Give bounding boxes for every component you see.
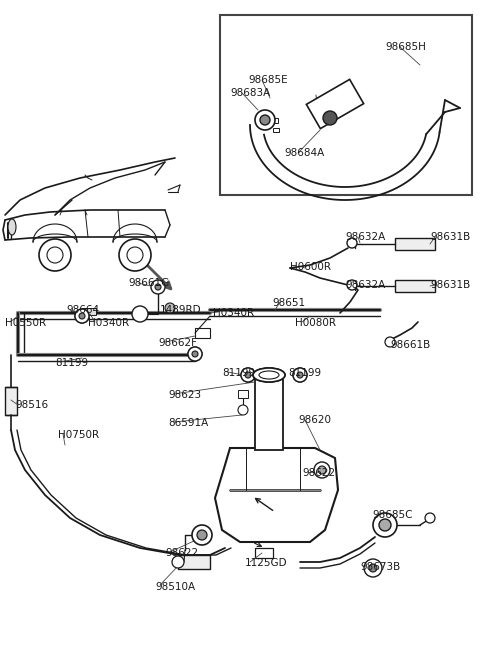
Circle shape [373, 513, 397, 537]
Circle shape [39, 239, 71, 271]
Circle shape [314, 462, 330, 478]
Text: H0750R: H0750R [58, 430, 99, 440]
Circle shape [75, 309, 89, 323]
Circle shape [192, 525, 212, 545]
Text: 98622: 98622 [302, 468, 335, 478]
Text: 81199: 81199 [222, 368, 255, 378]
Text: 1489RD: 1489RD [160, 305, 202, 315]
Text: H0080R: H0080R [295, 318, 336, 328]
Bar [270, 118, 278, 123]
Text: 98632A: 98632A [345, 232, 385, 242]
Bar [195, 328, 210, 338]
Circle shape [155, 284, 161, 290]
Text: 86591A: 86591A [168, 418, 208, 428]
Text: H0550R: H0550R [5, 318, 46, 328]
Circle shape [369, 564, 377, 572]
Text: 81199: 81199 [55, 358, 88, 368]
Bar [220, 15, 472, 195]
Circle shape [297, 372, 303, 378]
Text: 98631B: 98631B [430, 280, 470, 290]
Bar [5, 387, 17, 415]
Text: 98684A: 98684A [284, 148, 324, 158]
Circle shape [151, 280, 165, 294]
Circle shape [238, 405, 248, 415]
Circle shape [347, 238, 357, 248]
Text: 81199: 81199 [288, 368, 321, 378]
Circle shape [323, 111, 337, 125]
Circle shape [197, 530, 207, 540]
Text: H0340R: H0340R [88, 318, 129, 328]
Text: 98632A: 98632A [345, 280, 385, 290]
Bar [255, 375, 283, 450]
Circle shape [293, 368, 307, 382]
Circle shape [379, 519, 391, 531]
Text: 98664: 98664 [66, 305, 99, 315]
Text: 98661G: 98661G [128, 278, 169, 288]
Circle shape [293, 368, 307, 382]
Circle shape [241, 368, 255, 382]
Text: 98620: 98620 [298, 415, 331, 425]
Circle shape [241, 368, 255, 382]
Bar [395, 280, 435, 292]
Text: 98685H: 98685H [385, 42, 426, 52]
Text: 98651: 98651 [272, 298, 305, 308]
Circle shape [364, 559, 382, 577]
Text: 98662F: 98662F [158, 338, 197, 348]
Text: 98685C: 98685C [372, 510, 412, 520]
Text: H0600R: H0600R [290, 262, 331, 272]
Bar [255, 548, 273, 558]
Circle shape [75, 309, 89, 323]
Circle shape [318, 466, 326, 474]
Circle shape [385, 337, 395, 347]
Text: 98516: 98516 [15, 400, 48, 410]
Circle shape [188, 347, 202, 361]
Circle shape [119, 239, 151, 271]
Bar [178, 555, 210, 569]
Text: 98685E: 98685E [248, 75, 288, 85]
Circle shape [165, 303, 175, 313]
Text: 98622: 98622 [165, 548, 198, 558]
Circle shape [260, 115, 270, 125]
Text: 98683A: 98683A [230, 88, 270, 98]
Ellipse shape [259, 371, 279, 379]
Circle shape [172, 556, 184, 568]
Circle shape [425, 513, 435, 523]
Polygon shape [215, 448, 338, 542]
Text: 1125GD: 1125GD [245, 558, 288, 568]
Text: 98661B: 98661B [390, 340, 430, 350]
Circle shape [79, 313, 85, 319]
Circle shape [245, 372, 251, 378]
Circle shape [132, 306, 148, 322]
Ellipse shape [253, 368, 285, 382]
Ellipse shape [8, 219, 16, 235]
Text: 98631B: 98631B [430, 232, 470, 242]
Circle shape [192, 351, 198, 357]
Text: 98510A: 98510A [155, 582, 195, 592]
Bar [82, 308, 96, 315]
Text: H0340R: H0340R [213, 308, 254, 318]
Bar [306, 79, 364, 128]
Circle shape [47, 247, 63, 263]
Text: 98673B: 98673B [360, 562, 400, 572]
Circle shape [127, 247, 143, 263]
Bar [273, 128, 279, 132]
Ellipse shape [253, 368, 285, 382]
Circle shape [188, 347, 202, 361]
Circle shape [255, 110, 275, 130]
Bar [238, 390, 248, 398]
Text: 98623: 98623 [168, 390, 201, 400]
Circle shape [347, 280, 357, 290]
Bar [395, 238, 435, 250]
